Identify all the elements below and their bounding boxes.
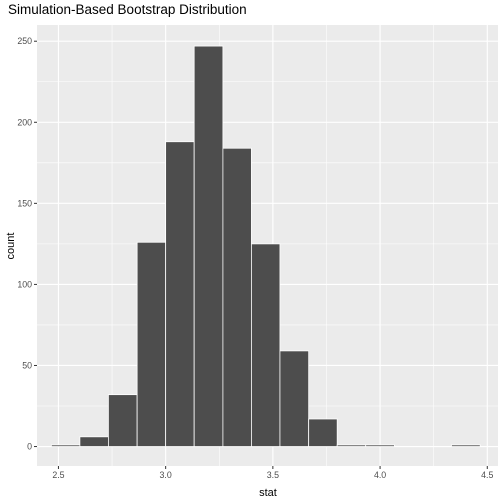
histogram-bar xyxy=(251,243,281,447)
histogram-bar xyxy=(193,45,224,447)
histogram-bar xyxy=(365,444,395,447)
x-axis: 2.5 3.0 3.5 4.0 4.5 xyxy=(52,466,493,480)
chart-title: Simulation-Based Bootstrap Distribution xyxy=(8,2,247,17)
x-tick-label: 2.5 xyxy=(52,470,64,480)
y-tick-label: 0 xyxy=(27,442,32,452)
histogram-bar xyxy=(108,394,138,447)
y-axis-title: count xyxy=(5,233,17,260)
x-tick-label: 4.0 xyxy=(374,470,386,480)
x-tick-label: 4.5 xyxy=(481,470,493,480)
histogram-bar xyxy=(222,147,252,447)
y-tick-label: 150 xyxy=(17,198,32,208)
x-axis-title: stat xyxy=(259,487,277,499)
histogram-bar xyxy=(336,444,367,447)
histogram-bar xyxy=(451,444,481,447)
y-tick-label: 250 xyxy=(17,36,32,46)
x-tick-label: 3.5 xyxy=(267,470,279,480)
x-tick-label: 3.0 xyxy=(160,470,172,480)
histogram-bar xyxy=(136,241,167,447)
histogram-bar xyxy=(165,141,195,447)
histogram-bar xyxy=(308,418,338,447)
histogram-bar xyxy=(279,350,310,447)
bars xyxy=(50,45,481,447)
y-tick-label: 200 xyxy=(17,117,32,127)
y-tick-label: 100 xyxy=(17,279,32,289)
y-tick-label: 50 xyxy=(22,360,32,370)
y-axis: 0 50 100 150 200 250 xyxy=(17,36,37,452)
histogram-bar xyxy=(79,436,109,447)
histogram-bar xyxy=(50,444,81,447)
